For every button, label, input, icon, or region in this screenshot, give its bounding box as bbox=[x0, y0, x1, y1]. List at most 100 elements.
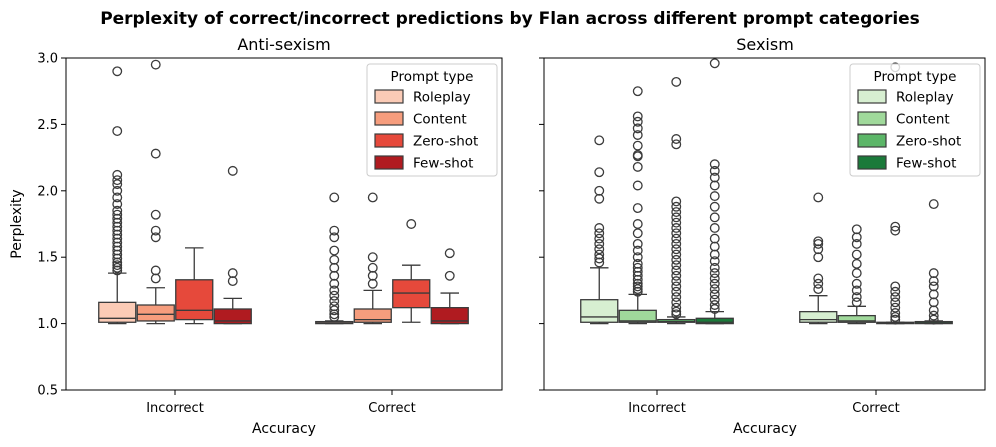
outlier-point bbox=[632, 274, 643, 285]
outlier-point bbox=[112, 262, 123, 273]
box-body bbox=[799, 310, 838, 323]
outlier-point bbox=[671, 309, 682, 320]
outlier-point bbox=[890, 286, 901, 297]
box-roleplay-correct bbox=[315, 192, 354, 325]
outlier-point bbox=[150, 225, 161, 236]
outlier-point bbox=[594, 223, 605, 233]
panel-sexism: Sexism Accuracy Prompt type Roleplay Conte… bbox=[539, 35, 986, 437]
box-zero-shot-correct bbox=[392, 219, 431, 323]
box-zero-shot-incorrect bbox=[175, 247, 214, 325]
box-content-incorrect bbox=[618, 86, 657, 325]
box-body bbox=[430, 307, 469, 325]
box-body bbox=[657, 318, 696, 323]
y-tick-label: 2.5 bbox=[37, 118, 58, 133]
outlier-point bbox=[890, 292, 901, 302]
outlier-point bbox=[112, 126, 123, 136]
outlier-point bbox=[671, 276, 682, 287]
outlier-point bbox=[329, 270, 340, 281]
legend-swatch bbox=[857, 89, 887, 104]
legend-label: Roleplay bbox=[413, 90, 471, 106]
panel-anti-sexism: Anti-sexism Accuracy Perplexity Prompt t… bbox=[9, 35, 503, 437]
legend-label: Zero-shot bbox=[413, 134, 478, 150]
outlier-point bbox=[367, 192, 378, 203]
outlier-point bbox=[150, 59, 161, 70]
legend-swatch bbox=[374, 155, 404, 170]
outlier-point bbox=[112, 199, 123, 210]
outlier-point bbox=[928, 310, 939, 321]
outlier-point bbox=[329, 290, 340, 301]
outlier-point bbox=[150, 265, 161, 276]
outlier-point bbox=[150, 232, 161, 243]
outlier-point bbox=[671, 233, 682, 244]
y-tick-label: 0.5 bbox=[37, 384, 58, 399]
outlier-point bbox=[890, 314, 901, 325]
outlier-point bbox=[851, 224, 862, 235]
y-axis-label: Perplexity bbox=[9, 189, 25, 258]
box-body bbox=[98, 301, 137, 323]
outlier-point bbox=[851, 292, 862, 302]
legend-swatch bbox=[374, 111, 404, 126]
outlier-point bbox=[632, 219, 643, 229]
outlier-point bbox=[813, 252, 824, 263]
outlier-point bbox=[632, 123, 643, 134]
outlier-point bbox=[671, 228, 682, 239]
legend-label: Content bbox=[413, 112, 467, 128]
y-tick-label: 1.0 bbox=[37, 317, 58, 332]
outlier-point bbox=[150, 148, 161, 159]
outlier-point bbox=[890, 225, 901, 236]
legend: Prompt type Roleplay Content Zero-shot Few-s… bbox=[366, 63, 498, 177]
plot-area bbox=[98, 59, 469, 325]
outlier-point bbox=[813, 192, 824, 203]
outlier-point bbox=[709, 268, 720, 279]
outlier-point bbox=[594, 257, 605, 268]
legend: Prompt type Roleplay Content Zero-shot Few-s… bbox=[849, 63, 981, 177]
outlier-point bbox=[928, 281, 939, 292]
box-body bbox=[392, 279, 431, 309]
outlier-point bbox=[709, 180, 720, 191]
outlier-point bbox=[632, 161, 643, 172]
outlier-point bbox=[671, 76, 682, 87]
outlier-point bbox=[594, 228, 605, 239]
outlier-point bbox=[813, 284, 824, 295]
outlier-point bbox=[594, 185, 605, 196]
outlier-point bbox=[851, 232, 862, 243]
box-content-incorrect bbox=[136, 59, 175, 325]
outlier-point bbox=[928, 276, 939, 287]
outlier-point bbox=[709, 165, 720, 176]
outlier-point bbox=[813, 278, 824, 289]
outlier-point bbox=[594, 135, 605, 146]
outlier-point bbox=[227, 165, 238, 176]
outlier-point bbox=[632, 281, 643, 292]
legend-title: Prompt type bbox=[874, 69, 957, 85]
box-body bbox=[580, 299, 619, 323]
outlier-point bbox=[671, 134, 682, 144]
outlier-point bbox=[329, 296, 340, 306]
outlier-point bbox=[112, 192, 123, 203]
outlier-point bbox=[851, 238, 862, 249]
outlier-point bbox=[112, 169, 123, 180]
box-few-shot-correct bbox=[430, 248, 469, 325]
legend-label: Roleplay bbox=[896, 90, 954, 106]
outlier-point bbox=[709, 304, 720, 314]
outlier-point bbox=[632, 284, 643, 295]
outlier-point bbox=[709, 273, 720, 284]
box-roleplay-incorrect bbox=[98, 66, 137, 325]
figure-title: Perplexity of correct/incorrect predicti… bbox=[100, 9, 920, 29]
outlier-point bbox=[928, 314, 939, 325]
plot-area bbox=[580, 58, 953, 325]
outlier-point bbox=[227, 276, 238, 287]
box-few-shot-correct bbox=[914, 199, 953, 325]
outlier-point bbox=[671, 297, 682, 308]
outlier-point bbox=[890, 221, 901, 232]
box-roleplay-correct bbox=[799, 192, 838, 325]
outlier-point bbox=[709, 159, 720, 170]
outlier-point bbox=[709, 223, 720, 233]
outlier-point bbox=[851, 258, 862, 269]
outlier-point bbox=[632, 238, 643, 249]
outlier-point bbox=[671, 249, 682, 260]
legend-label: Zero-shot bbox=[896, 134, 961, 150]
box-body bbox=[175, 279, 214, 321]
outlier-point bbox=[928, 305, 939, 316]
outlier-point bbox=[709, 294, 720, 305]
